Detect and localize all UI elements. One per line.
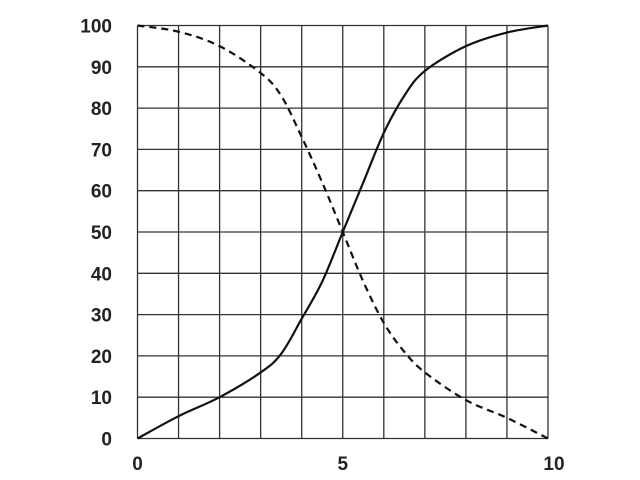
y-tick-label: 40 [91, 264, 112, 285]
y-tick-label: 100 [80, 17, 112, 38]
y-tick-label: 0 [101, 430, 112, 451]
x-axis-ticks: 0 5 10 [132, 454, 564, 475]
x-tick-label: 5 [337, 454, 348, 475]
y-tick-label: 90 [91, 58, 112, 79]
x-tick-label: 0 [132, 454, 143, 475]
x-tick-label: 10 [543, 454, 564, 475]
y-tick-label: 50 [91, 223, 112, 244]
series-line-dashed [137, 24, 549, 440]
y-tick-label: 20 [91, 347, 112, 368]
y-tick-label: 30 [91, 306, 112, 327]
y-tick-label: 60 [91, 182, 112, 203]
y-tick-label: 70 [91, 140, 112, 161]
y-tick-label: 10 [91, 388, 112, 409]
y-tick-label: 80 [91, 99, 112, 120]
series-group [136, 24, 549, 440]
y-axis-ticks: 0 10 20 30 40 50 60 70 80 90 100 [80, 17, 112, 451]
grid [136, 24, 549, 440]
